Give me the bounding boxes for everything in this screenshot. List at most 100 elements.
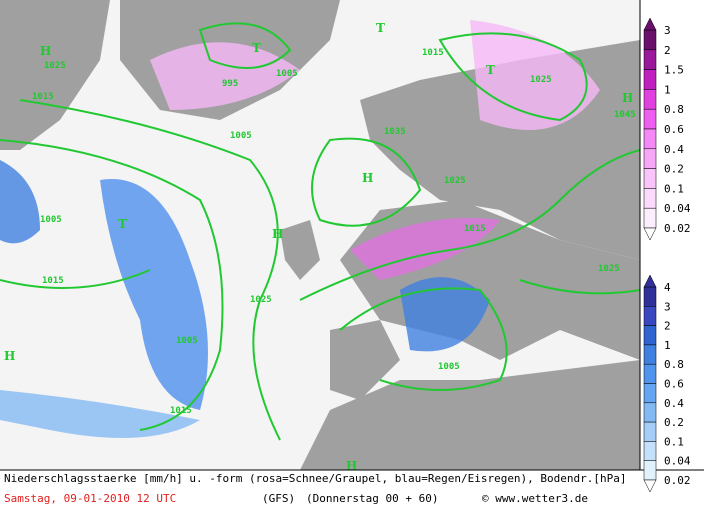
legend-swatch (643, 441, 657, 461)
legend-swatch (643, 168, 657, 189)
isobar-label: 1015 (464, 224, 486, 234)
isobar-label: 1015 (422, 48, 444, 58)
rain-area (400, 277, 490, 352)
rain-area (0, 390, 200, 438)
footer-date: Samstag, 09-01-2010 12 UTC (4, 492, 176, 505)
low-marker: T (486, 63, 495, 77)
legend-label: 0.02 (664, 222, 691, 235)
legend-label: 0.2 (664, 163, 684, 176)
legend-label: 2 (664, 44, 671, 57)
legend-label: 0.02 (664, 474, 691, 487)
isobar-label: 1025 (444, 176, 466, 186)
isobar-label: 1015 (42, 276, 64, 286)
low-marker: T (118, 217, 127, 231)
map: 1025 1015 1005 1015 1005 1015 995 1005 1… (0, 0, 641, 473)
legend-swatch (643, 402, 657, 423)
iberia (330, 320, 400, 400)
high-marker: H (40, 44, 51, 58)
legends: 3 2 1.5 1 0.8 0.6 0.4 0.2 0.1 0.04 0.02 4 3 2 1 0.8 0.6 0… (643, 17, 691, 493)
isobar-label: 1025 (598, 264, 620, 274)
isobar (198, 22, 292, 69)
snow-area (150, 42, 300, 110)
legend-label: 0.8 (664, 358, 684, 371)
legend-label: 3 (664, 24, 671, 37)
legend-swatch (643, 49, 657, 70)
legend-label: 0.6 (664, 378, 684, 391)
isobar (311, 137, 422, 227)
footer-description: Niederschlagsstaerke [mm/h] u. -form (ro… (4, 472, 627, 485)
isobar-label: 1005 (438, 362, 460, 372)
legend-swatch (643, 383, 657, 404)
isobar-label: 1005 (230, 131, 252, 141)
high-marker: H (272, 227, 283, 241)
britain (280, 220, 320, 280)
africa (300, 360, 640, 470)
legend-label: 0.6 (664, 123, 684, 136)
isobar-label: 1025 (250, 295, 272, 305)
isobar-label: 1025 (530, 75, 552, 85)
isobar-label: 1015 (32, 92, 54, 102)
legend-label: 0.8 (664, 103, 684, 116)
isobar-label: 995 (222, 79, 238, 89)
legend-label: 2 (664, 320, 671, 333)
isobar (519, 279, 641, 295)
legend-label: 0.1 (664, 182, 684, 195)
isobar-label: 1005 (176, 336, 198, 346)
isobar-label: 1045 (614, 110, 636, 120)
isobar (0, 269, 151, 289)
legend-swatch (643, 207, 657, 229)
legend-label: 0.04 (664, 202, 691, 215)
legend-arrow (643, 227, 657, 241)
isobar-label: 1005 (40, 215, 62, 225)
high-marker: H (346, 459, 357, 473)
isobar (299, 149, 641, 301)
legend-label: 0.4 (664, 397, 684, 410)
legend-arrow (643, 274, 657, 288)
legend-swatch (643, 421, 657, 442)
footer-credit: © www.wetter3.de (482, 492, 588, 505)
rain-area (100, 179, 208, 410)
legend-label: 0.2 (664, 416, 684, 429)
legend-swatch (643, 460, 657, 481)
low-marker: T (376, 21, 385, 35)
isobar (438, 32, 588, 122)
isobar-label: 1005 (276, 69, 298, 79)
legend-swatch (643, 286, 657, 307)
rain-area (0, 160, 40, 244)
legend-swatch (643, 344, 657, 365)
isobar-label: 1035 (384, 127, 406, 137)
legend-swatch (643, 148, 657, 169)
legend-arrow (643, 17, 657, 31)
legend-swatch (643, 325, 657, 346)
isobar (19, 99, 281, 441)
legend-label: 0.4 (664, 143, 684, 156)
legend-swatch (643, 108, 657, 130)
high-marker: H (622, 91, 633, 105)
footer-run: (Donnerstag 00 + 60) (306, 492, 438, 505)
legend-arrow (643, 479, 657, 493)
canada (0, 0, 110, 150)
footer-model: (GFS) (262, 492, 295, 505)
legend-swatch (643, 89, 657, 110)
legend-label: 1.5 (664, 64, 684, 77)
legend-label: 4 (664, 281, 671, 294)
legend-label: 1 (664, 83, 671, 96)
legend-swatch (643, 363, 657, 384)
legend-swatch (643, 29, 657, 51)
legend-label: 1 (664, 339, 671, 352)
isobar-label: 1025 (44, 61, 66, 71)
high-marker: H (4, 349, 15, 363)
high-marker: H (362, 171, 373, 185)
low-marker: T (252, 41, 261, 55)
isobar (339, 287, 508, 391)
legend-swatch (643, 128, 657, 150)
legend-swatch (643, 306, 657, 326)
legend-label: 0.04 (664, 455, 691, 468)
isobar-label: 1015 (170, 406, 192, 416)
legend-swatch (643, 69, 657, 90)
isobar (0, 139, 224, 431)
legend-label: 3 (664, 300, 671, 313)
legend-swatch (643, 188, 657, 209)
legend-label: 0.1 (664, 435, 684, 448)
